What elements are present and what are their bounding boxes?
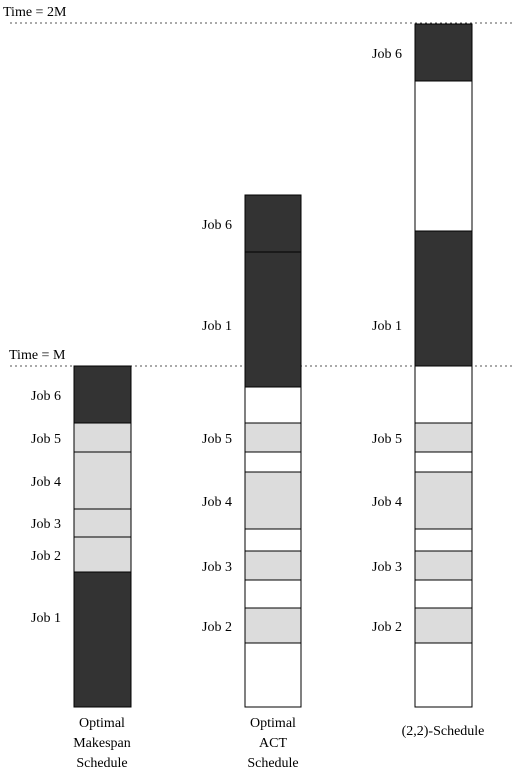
caption-two-two-schedule: (2,2)-Schedule [402, 724, 485, 739]
job-block [414, 230, 473, 367]
job-label: Job 2 [202, 620, 232, 635]
job-label: Job 3 [372, 560, 402, 575]
job-label: Job 5 [202, 432, 232, 447]
job-label: Job 1 [202, 319, 232, 334]
job-label: Job 3 [31, 517, 61, 532]
job-block [73, 571, 132, 708]
caption-optimal-act-line1: Optimal [250, 716, 296, 731]
job-label: Job 6 [202, 218, 232, 233]
job-block [244, 194, 302, 253]
job-block [244, 579, 302, 609]
caption-optimal-act-line2: ACT [259, 736, 287, 751]
job-label: Job 3 [202, 560, 232, 575]
job-label: Job 5 [31, 432, 61, 447]
job-block [414, 642, 473, 708]
job-block [414, 422, 473, 453]
job-label: Job 6 [372, 47, 402, 62]
job-label: Job 6 [31, 389, 61, 404]
column-optimal-makespan: Job 1 Job 2 Job 3 Job 4 Job 5 Job 6 [31, 365, 132, 708]
time-m-label: Time = M [9, 348, 66, 363]
job-block [244, 471, 302, 530]
job-block [414, 528, 473, 552]
job-block [244, 386, 302, 424]
job-block [73, 451, 132, 510]
job-block [414, 607, 473, 644]
caption-optimal-makespan-line3: Schedule [76, 756, 127, 771]
job-block [73, 508, 132, 538]
caption-optimal-makespan-line1: Optimal [79, 716, 125, 731]
job-label: Job 4 [202, 495, 232, 510]
column-optimal-act: Job 2 Job 3 Job 4 Job 5 Job 1 Job 6 [202, 194, 302, 708]
job-label: Job 2 [372, 620, 402, 635]
job-block [73, 536, 132, 573]
job-block [414, 471, 473, 530]
job-block [414, 23, 473, 82]
job-block [414, 80, 473, 232]
job-block [244, 422, 302, 453]
job-block [244, 528, 302, 552]
job-label: Job 1 [372, 319, 402, 334]
job-block [73, 365, 132, 424]
job-block [414, 365, 473, 424]
column-two-two-schedule: Job 2 Job 3 Job 4 Job 5 Job 1 Job 6 [372, 23, 473, 708]
job-label: Job 5 [372, 432, 402, 447]
job-block [244, 642, 302, 708]
job-block [73, 422, 132, 453]
job-block [414, 451, 473, 473]
job-label: Job 4 [31, 475, 61, 490]
job-label: Job 2 [31, 549, 61, 564]
job-block [414, 579, 473, 609]
caption-optimal-makespan-line2: Makespan [73, 736, 131, 751]
job-block [244, 451, 302, 473]
job-block [244, 550, 302, 581]
time-2m-label: Time = 2M [3, 5, 67, 20]
job-block [244, 251, 302, 388]
job-label: Job 4 [372, 495, 402, 510]
job-block [414, 550, 473, 581]
job-block [244, 607, 302, 644]
caption-optimal-act-line3: Schedule [247, 756, 298, 771]
job-label: Job 1 [31, 611, 61, 626]
